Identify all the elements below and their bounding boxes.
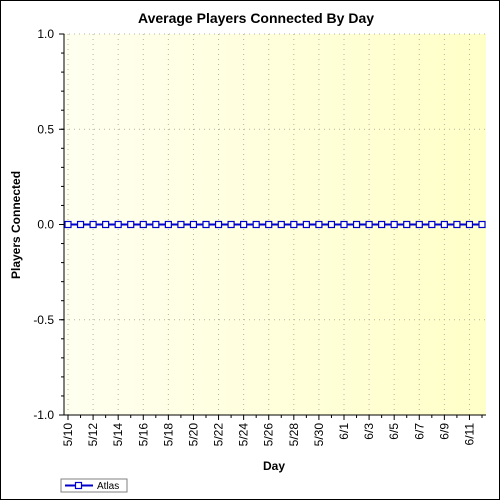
x-tick-label: 5/26	[262, 423, 276, 447]
data-point-atlas	[277, 220, 285, 229]
data-point-atlas	[202, 220, 210, 229]
data-point-atlas	[390, 220, 398, 229]
data-point-atlas	[265, 220, 273, 229]
data-point-atlas	[378, 220, 386, 229]
data-point-atlas	[89, 220, 97, 229]
y-axis-label: Players Connected	[9, 171, 23, 279]
x-tick-label: 5/12	[86, 423, 100, 447]
x-tick-label: 5/10	[61, 423, 75, 447]
x-axis-ticks: 5/10 5/12 5/14 5/16 5/18 5/20 5/22 5/24 5/26 5/28…	[61, 415, 483, 447]
y-axis-ticks: -1.0 -0.5 0.0 0.5 1.0	[33, 27, 64, 422]
data-point-atlas	[177, 220, 185, 229]
x-tick-label: 5/18	[161, 423, 175, 447]
data-point-atlas	[114, 220, 122, 229]
legend-marker-atlas	[74, 481, 83, 490]
data-point-atlas	[139, 220, 147, 229]
legend: Atlas	[60, 478, 128, 493]
y-tick-label: 0.0	[37, 218, 54, 232]
data-point-atlas	[76, 220, 85, 229]
series-atlas	[64, 220, 486, 229]
data-point-atlas	[440, 220, 448, 229]
data-point-atlas	[189, 220, 198, 229]
x-tick-label: 5/16	[136, 423, 150, 447]
x-tick-label: 6/5	[387, 423, 401, 440]
chart-title: Average Players Connected By Day	[138, 10, 374, 26]
x-tick-label: 6/9	[437, 423, 451, 440]
x-tick-label: 5/28	[287, 423, 301, 447]
legend-label-atlas: Atlas	[97, 481, 119, 492]
data-point-atlas	[102, 220, 110, 229]
y-tick-label: 0.5	[37, 122, 54, 136]
y-tick-label: 1.0	[37, 27, 54, 41]
data-point-atlas	[327, 220, 336, 229]
data-point-atlas	[415, 220, 423, 229]
x-tick-label: 6/1	[337, 423, 351, 440]
data-point-atlas	[315, 220, 323, 229]
data-point-atlas	[252, 220, 260, 229]
data-point-atlas	[290, 220, 298, 229]
data-point-atlas	[302, 220, 310, 229]
x-tick-label: 5/30	[312, 423, 326, 447]
data-point-atlas	[227, 220, 235, 229]
data-point-atlas	[428, 220, 436, 229]
data-point-atlas	[365, 220, 373, 229]
x-tick-label: 5/14	[111, 423, 125, 447]
data-point-atlas	[64, 220, 72, 229]
data-point-atlas	[152, 220, 160, 229]
data-point-atlas	[403, 220, 411, 229]
y-tick-label: -0.5	[33, 313, 54, 327]
data-point-atlas	[352, 220, 361, 229]
x-tick-label: 5/24	[237, 423, 251, 447]
x-tick-label: 6/11	[462, 423, 476, 446]
x-tick-label: 5/22	[212, 423, 226, 447]
data-point-atlas	[478, 220, 486, 229]
data-point-atlas	[340, 220, 348, 229]
x-tick-label: 5/20	[186, 423, 200, 447]
x-tick-label: 6/3	[362, 423, 376, 440]
data-point-atlas	[214, 220, 223, 229]
data-point-atlas	[164, 220, 172, 229]
data-point-atlas	[453, 220, 461, 229]
data-point-atlas	[127, 220, 135, 229]
data-point-atlas	[465, 220, 474, 229]
data-point-atlas	[240, 220, 248, 229]
y-tick-label: -1.0	[33, 408, 54, 422]
x-tick-label: 6/7	[412, 423, 426, 440]
x-axis-label: Day	[263, 459, 285, 473]
